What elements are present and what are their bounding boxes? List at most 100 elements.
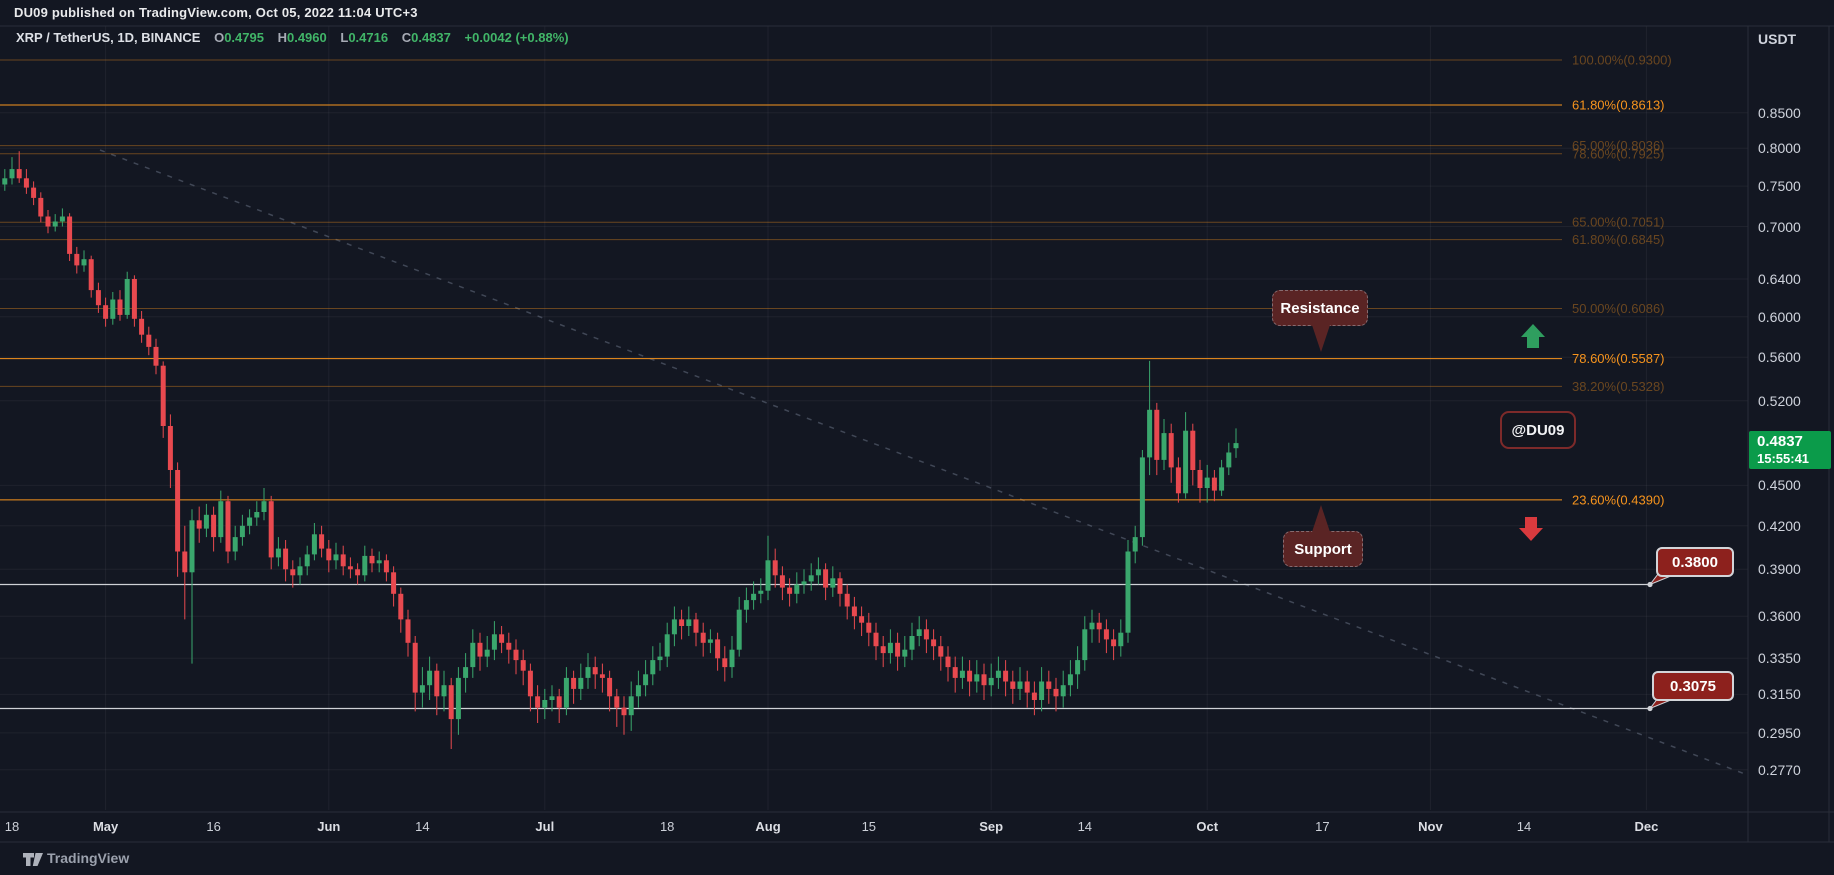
candle[interactable]: [1125, 540, 1131, 643]
candle[interactable]: [995, 656, 1001, 689]
candle[interactable]: [751, 581, 757, 610]
candle[interactable]: [52, 214, 58, 232]
candle[interactable]: [463, 653, 469, 693]
candle[interactable]: [563, 667, 569, 716]
candle[interactable]: [9, 157, 15, 185]
candle[interactable]: [1161, 419, 1167, 470]
candle[interactable]: [283, 540, 289, 582]
candle[interactable]: [1233, 428, 1239, 458]
candle[interactable]: [103, 297, 109, 327]
candle[interactable]: [592, 656, 598, 689]
candle[interactable]: [333, 542, 339, 570]
trendline-dashed[interactable]: [99, 149, 1746, 775]
candle[interactable]: [974, 660, 980, 693]
candle[interactable]: [211, 506, 217, 552]
candle[interactable]: [808, 563, 814, 591]
tradingview-brand-label[interactable]: TradingView: [47, 850, 130, 866]
candle[interactable]: [1017, 667, 1023, 700]
candle[interactable]: [139, 311, 145, 343]
candle[interactable]: [859, 606, 865, 637]
candle[interactable]: [1103, 619, 1109, 654]
candle[interactable]: [484, 636, 490, 668]
candle[interactable]: [1003, 660, 1009, 697]
candle[interactable]: [326, 540, 332, 573]
candle[interactable]: [578, 663, 584, 700]
candle[interactable]: [902, 636, 908, 668]
price-level-badge-0.3075[interactable]: 0.3075: [1652, 671, 1734, 701]
candle[interactable]: [981, 663, 987, 700]
candle[interactable]: [117, 290, 123, 321]
candle[interactable]: [679, 609, 685, 640]
candle[interactable]: [362, 545, 368, 582]
candle[interactable]: [1082, 616, 1088, 671]
candle[interactable]: [146, 326, 152, 356]
candle[interactable]: [153, 338, 159, 375]
candle[interactable]: [45, 210, 51, 234]
candle[interactable]: [614, 688, 620, 727]
candle[interactable]: [254, 501, 260, 526]
candle[interactable]: [923, 619, 929, 654]
candle[interactable]: [643, 660, 649, 697]
candle[interactable]: [794, 572, 800, 604]
candle[interactable]: [880, 636, 886, 668]
candle[interactable]: [2, 169, 8, 191]
candle[interactable]: [1154, 402, 1160, 476]
candle[interactable]: [1190, 423, 1196, 486]
candle[interactable]: [959, 656, 965, 689]
candle[interactable]: [938, 636, 944, 671]
candle[interactable]: [535, 685, 541, 723]
candle[interactable]: [866, 612, 872, 647]
candle[interactable]: [319, 525, 325, 558]
candle[interactable]: [657, 642, 663, 671]
candle[interactable]: [844, 584, 850, 620]
candle[interactable]: [635, 670, 641, 708]
candle[interactable]: [1067, 660, 1073, 697]
candle[interactable]: [1168, 423, 1174, 483]
candle[interactable]: [455, 667, 461, 735]
candle[interactable]: [311, 523, 317, 561]
candle[interactable]: [967, 660, 973, 697]
candle[interactable]: [218, 490, 224, 543]
candle[interactable]: [247, 509, 253, 535]
candle[interactable]: [1211, 470, 1217, 502]
candle[interactable]: [355, 563, 361, 585]
candle[interactable]: [671, 606, 677, 647]
candle[interactable]: [405, 609, 411, 657]
candle[interactable]: [887, 629, 893, 664]
candle[interactable]: [916, 616, 922, 647]
candle[interactable]: [873, 622, 879, 661]
candle[interactable]: [38, 192, 44, 223]
candle[interactable]: [700, 622, 706, 657]
candle[interactable]: [196, 506, 202, 543]
candle[interactable]: [470, 629, 476, 678]
candle[interactable]: [81, 250, 87, 272]
candle[interactable]: [779, 566, 785, 601]
support-callout[interactable]: Support: [1283, 505, 1363, 567]
candle[interactable]: [167, 414, 173, 488]
candle[interactable]: [182, 525, 188, 620]
candle[interactable]: [297, 557, 303, 585]
candle[interactable]: [427, 656, 433, 700]
candle[interactable]: [1046, 670, 1052, 704]
candle[interactable]: [722, 646, 728, 682]
candle[interactable]: [1204, 464, 1210, 503]
candle[interactable]: [837, 572, 843, 607]
candle[interactable]: [477, 632, 483, 671]
author-watermark-badge[interactable]: @DU09: [1500, 411, 1576, 449]
resistance-callout[interactable]: Resistance: [1272, 290, 1368, 352]
candle[interactable]: [1053, 677, 1059, 712]
candle[interactable]: [556, 688, 562, 723]
candle[interactable]: [16, 151, 22, 183]
candle[interactable]: [239, 514, 245, 546]
candle[interactable]: [628, 681, 634, 731]
candle[interactable]: [398, 587, 404, 633]
candle[interactable]: [1219, 459, 1225, 496]
candle[interactable]: [131, 275, 137, 327]
candle[interactable]: [419, 667, 425, 708]
candle[interactable]: [1226, 442, 1232, 476]
candle[interactable]: [513, 639, 519, 675]
candle[interactable]: [520, 649, 526, 686]
candle[interactable]: [621, 696, 627, 735]
candle[interactable]: [347, 557, 353, 579]
